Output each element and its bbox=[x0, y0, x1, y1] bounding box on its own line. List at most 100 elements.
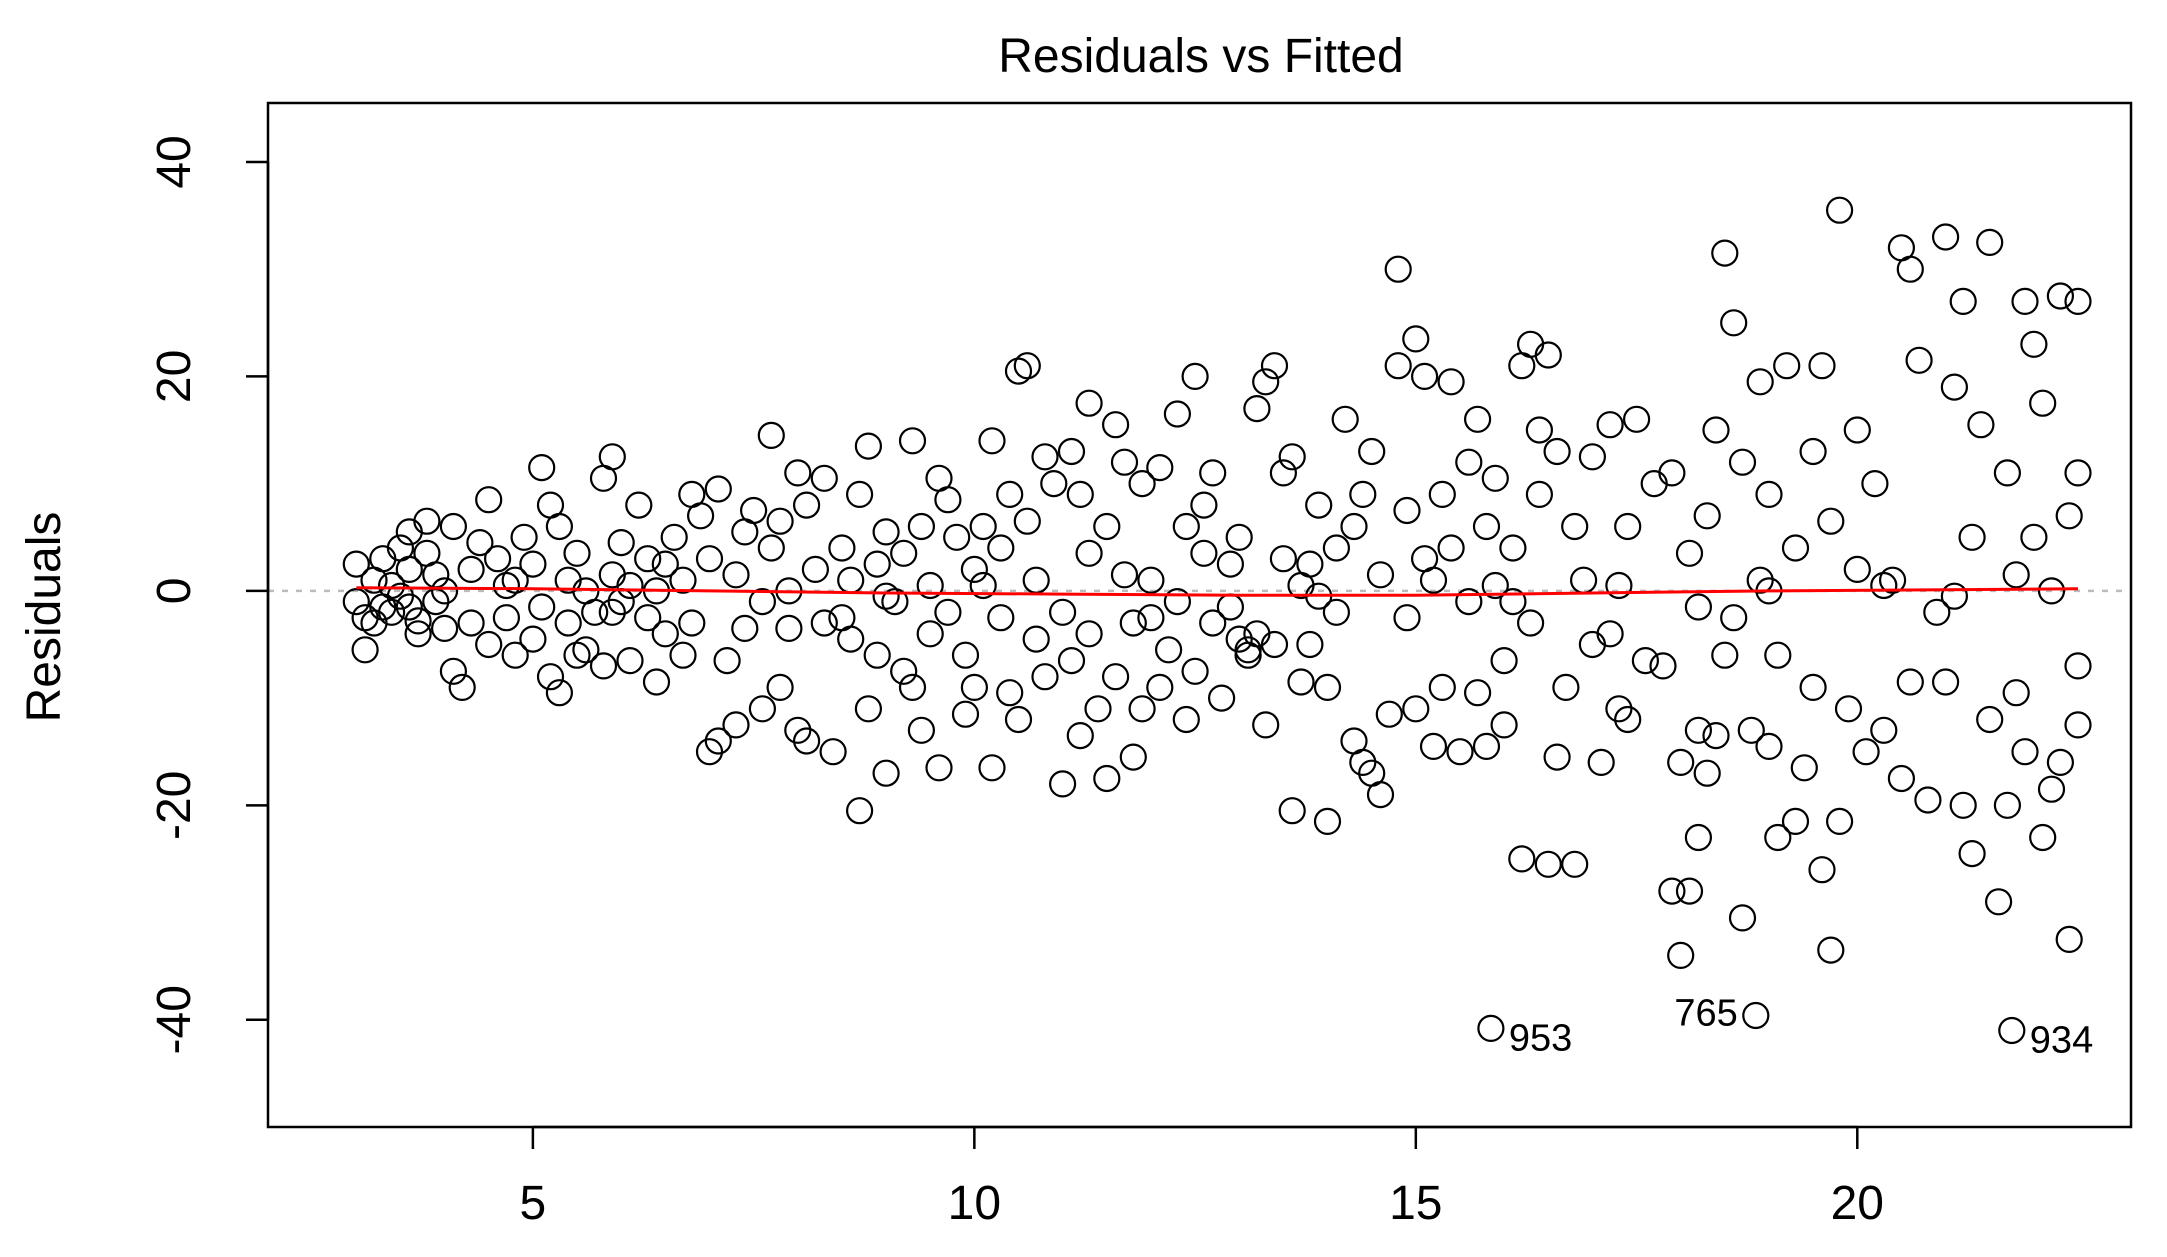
data-point bbox=[1022, 625, 1050, 653]
data-point bbox=[457, 609, 485, 637]
data-point bbox=[1976, 228, 2004, 256]
data-point bbox=[1614, 705, 1642, 734]
data-point bbox=[1181, 657, 1209, 685]
data-point bbox=[2046, 282, 2074, 310]
data-point bbox=[1119, 609, 1147, 637]
data-point bbox=[1101, 663, 1130, 691]
data-point bbox=[1446, 738, 1474, 766]
data-point bbox=[907, 512, 936, 541]
data-point bbox=[1896, 668, 1924, 696]
data-point bbox=[1313, 807, 1342, 836]
y-tick-label: 20 bbox=[148, 350, 201, 403]
data-point bbox=[2020, 523, 2048, 551]
data-point bbox=[439, 512, 467, 541]
data-point bbox=[1949, 287, 1977, 315]
data-point bbox=[1764, 823, 1792, 852]
data-point bbox=[1260, 630, 1289, 659]
data-point bbox=[739, 496, 768, 525]
data-point bbox=[1693, 759, 1721, 787]
data-point bbox=[934, 598, 962, 626]
data-point bbox=[413, 507, 441, 535]
data-point bbox=[978, 754, 1006, 782]
data-point bbox=[1525, 416, 1554, 444]
data-point bbox=[1702, 416, 1730, 444]
data-point bbox=[1163, 400, 1192, 428]
data-point bbox=[819, 738, 847, 766]
data-point bbox=[1004, 357, 1033, 385]
data-point bbox=[395, 593, 423, 621]
data-point bbox=[466, 528, 494, 557]
data-point bbox=[837, 625, 865, 653]
data-point bbox=[404, 620, 432, 648]
data-point bbox=[1340, 512, 1368, 541]
data-point bbox=[2011, 287, 2039, 315]
data-point bbox=[872, 759, 900, 787]
data-point bbox=[748, 695, 777, 723]
data-point bbox=[1843, 416, 1871, 444]
data-point bbox=[2020, 330, 2048, 358]
data-point bbox=[1658, 877, 1686, 905]
data-point bbox=[1781, 534, 1810, 562]
data-point bbox=[1693, 502, 1721, 530]
data-point bbox=[1084, 695, 1112, 723]
data-point bbox=[2002, 561, 2030, 589]
data-point bbox=[837, 566, 865, 594]
data-point bbox=[1958, 523, 1986, 551]
data-point bbox=[1296, 630, 1324, 659]
data-point bbox=[1658, 459, 1686, 487]
y-tick-label: -20 bbox=[148, 771, 201, 840]
data-point bbox=[1914, 786, 1942, 814]
data-point bbox=[1861, 470, 1889, 498]
data-point bbox=[1358, 437, 1386, 466]
data-point bbox=[669, 641, 697, 669]
data-point bbox=[863, 550, 891, 578]
data-point bbox=[1596, 411, 1624, 439]
data-point bbox=[2064, 459, 2092, 487]
data-point bbox=[1490, 711, 1518, 739]
plot-frame bbox=[266, 101, 2133, 1129]
x-tick-label: 5 bbox=[520, 1177, 547, 1230]
outlier-label: 934 bbox=[2030, 1020, 2093, 1062]
data-point bbox=[757, 534, 785, 562]
data-point bbox=[1172, 512, 1200, 541]
data-point bbox=[890, 657, 918, 685]
data-point bbox=[1410, 362, 1439, 390]
data-point bbox=[1605, 571, 1633, 600]
data-point bbox=[1225, 523, 1253, 551]
data-point bbox=[1313, 673, 1342, 702]
data-point bbox=[1543, 743, 1571, 771]
data-point bbox=[1984, 888, 2013, 916]
data-point bbox=[378, 598, 406, 626]
data-point bbox=[1684, 593, 1713, 621]
data-point bbox=[1384, 255, 1412, 283]
data-point bbox=[1252, 368, 1280, 396]
data-point bbox=[475, 486, 503, 514]
data-point bbox=[1110, 448, 1139, 476]
data-point bbox=[1923, 598, 1951, 626]
data-point bbox=[528, 593, 556, 621]
data-point bbox=[1366, 780, 1395, 809]
data-point bbox=[1287, 668, 1315, 696]
data-point bbox=[1825, 196, 1854, 224]
data-point bbox=[431, 614, 459, 643]
data-point bbox=[1887, 764, 1916, 793]
data-point bbox=[881, 587, 909, 616]
data-point bbox=[784, 716, 812, 744]
data-point bbox=[1349, 480, 1377, 508]
data-point bbox=[448, 673, 476, 702]
data-point bbox=[1013, 507, 1041, 535]
data-point bbox=[695, 738, 724, 766]
data-point bbox=[660, 523, 688, 551]
data-point bbox=[519, 625, 547, 653]
data-point bbox=[545, 512, 574, 541]
y-tick-label: 0 bbox=[148, 578, 201, 605]
data-point bbox=[1684, 716, 1713, 744]
data-point bbox=[475, 630, 503, 659]
data-point bbox=[1799, 437, 1827, 466]
data-point bbox=[828, 534, 856, 562]
data-point bbox=[704, 727, 732, 755]
data-point bbox=[766, 507, 794, 535]
data-point bbox=[1393, 604, 1421, 632]
data-point bbox=[1172, 705, 1200, 734]
data-point bbox=[669, 566, 697, 594]
